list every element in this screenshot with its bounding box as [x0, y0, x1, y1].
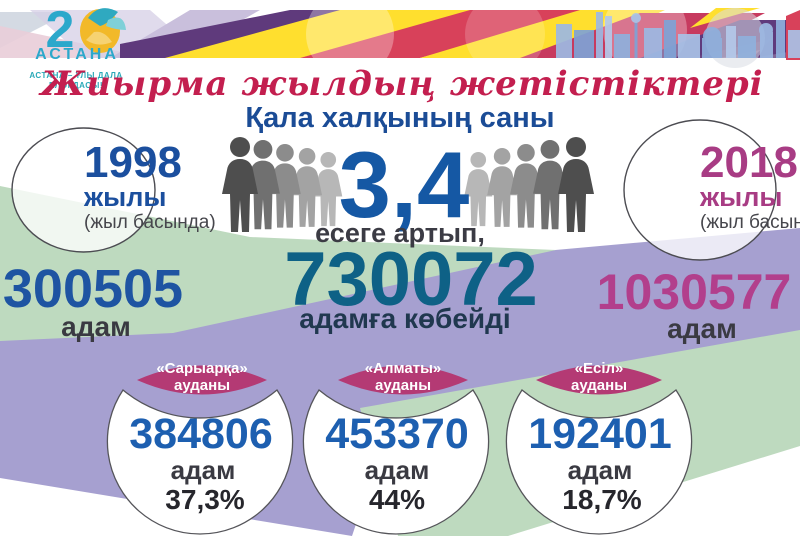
district-3-type: ауданы	[570, 377, 628, 394]
district-2-name: «Алматы»	[364, 360, 442, 377]
growth-factor-caption: есеге артып,	[315, 218, 485, 248]
page-subtitle: Қала халқының саны	[245, 102, 555, 134]
district-3-name: «Есіл»	[574, 360, 624, 377]
logo-wordmark: АСТАНА	[35, 46, 119, 63]
city-skyline-graphic	[556, 12, 800, 58]
district-1-value: 384806	[129, 410, 273, 458]
page-title: Жиырма жылдың жетістіктері	[40, 64, 764, 104]
district-3-value: 192401	[528, 410, 672, 458]
district-1-share: 37,3%	[165, 484, 245, 515]
district-badge-3	[536, 365, 662, 395]
population-1998-unit: адам	[61, 311, 131, 342]
district-circle-3	[505, 389, 693, 535]
growth-increase: 730072	[284, 237, 538, 322]
logo-shell-icon	[80, 8, 126, 53]
population-2018-value: 1030577	[596, 264, 792, 320]
district-badge-1	[137, 365, 267, 395]
population-1998-value: 300505	[2, 259, 184, 319]
logo-number: 2	[45, 1, 75, 59]
district-3-unit: адам	[567, 455, 633, 485]
district-badge-2	[338, 365, 468, 395]
population-2018-unit: адам	[667, 313, 737, 344]
district-2-unit: адам	[364, 455, 430, 485]
district-2-value: 453370	[325, 410, 469, 458]
district-2-share: 44%	[368, 484, 426, 515]
district-circle-1	[106, 389, 294, 535]
district-circle-2	[302, 389, 490, 535]
district-2-type: ауданы	[374, 377, 432, 394]
logo-tagline-line2: ЕЛОРДАСЫ!	[48, 81, 104, 90]
district-1-unit: адам	[170, 455, 236, 485]
year-2018-circle	[623, 119, 777, 261]
growth-factor: 3,4	[338, 132, 470, 237]
district-3-share: 18,7%	[562, 484, 642, 515]
logo-tagline-line1: АСТАНА – ҰЛЫ ДАЛА	[29, 71, 123, 80]
year-1998-circle	[11, 127, 156, 253]
district-1-name: «Сарыарқа»	[156, 360, 248, 377]
district-1-type: ауданы	[173, 377, 231, 394]
growth-increase-caption: адамға көбейді	[299, 303, 511, 334]
